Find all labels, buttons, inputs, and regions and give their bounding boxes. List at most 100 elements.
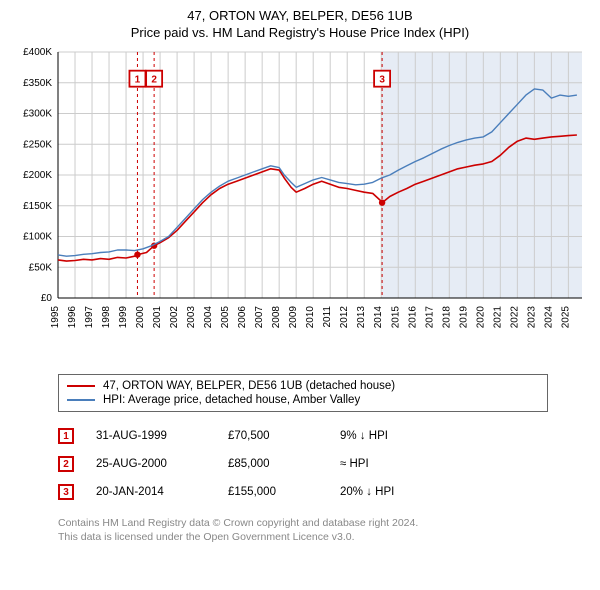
y-tick-label: £0 bbox=[41, 293, 53, 304]
x-tick-label: 2006 bbox=[237, 306, 248, 329]
y-tick-label: £350K bbox=[23, 78, 52, 89]
transaction-delta: 9% ↓ HPI bbox=[340, 430, 460, 442]
x-tick-label: 2010 bbox=[305, 306, 316, 329]
x-tick-label-group: 2004 bbox=[203, 306, 214, 329]
y-tick-label: £150K bbox=[23, 201, 52, 212]
x-tick-label-group: 1998 bbox=[101, 306, 112, 329]
x-tick-label-group: 2022 bbox=[509, 306, 520, 329]
x-tick-label-group: 2024 bbox=[543, 306, 554, 329]
footnote-line: This data is licensed under the Open Gov… bbox=[58, 530, 558, 544]
x-tick-label: 2019 bbox=[458, 306, 469, 329]
x-tick-label-group: 2002 bbox=[169, 306, 180, 329]
x-tick-label: 2014 bbox=[373, 306, 384, 329]
x-tick-label: 2005 bbox=[220, 306, 231, 329]
x-tick-label: 2025 bbox=[560, 306, 571, 329]
x-tick-label: 2012 bbox=[339, 306, 350, 329]
x-tick-label-group: 2013 bbox=[356, 306, 367, 329]
x-tick-label-group: 1995 bbox=[50, 306, 61, 329]
transaction-delta: 20% ↓ HPI bbox=[340, 486, 460, 498]
transaction-table: 1 31-AUG-1999 £70,500 9% ↓ HPI 2 25-AUG-2000 £… bbox=[58, 422, 590, 506]
legend-label: 47, ORTON WAY, BELPER, DE56 1UB (detache… bbox=[103, 380, 395, 392]
x-tick-label-group: 2016 bbox=[407, 306, 418, 329]
x-tick-label: 2011 bbox=[322, 306, 333, 328]
x-tick-label: 2022 bbox=[509, 306, 520, 329]
x-tick-label: 2000 bbox=[135, 306, 146, 329]
x-tick-label: 2015 bbox=[390, 306, 401, 329]
y-tick-label: £400K bbox=[23, 47, 52, 58]
transaction-row: 1 31-AUG-1999 £70,500 9% ↓ HPI bbox=[58, 422, 590, 450]
chart-title-subtitle: Price paid vs. HM Land Registry's House … bbox=[10, 25, 590, 40]
x-tick-label: 1995 bbox=[50, 306, 61, 329]
x-tick-label-group: 2014 bbox=[373, 306, 384, 329]
x-tick-label-group: 2003 bbox=[186, 306, 197, 329]
sale-marker-number: 1 bbox=[135, 75, 141, 86]
x-tick-label-group: 2012 bbox=[339, 306, 350, 329]
legend-row: 47, ORTON WAY, BELPER, DE56 1UB (detache… bbox=[67, 379, 539, 393]
x-tick-label-group: 2020 bbox=[475, 306, 486, 329]
x-tick-label-group: 2011 bbox=[322, 306, 333, 328]
footnote: Contains HM Land Registry data © Crown c… bbox=[58, 516, 558, 544]
x-tick-label: 1997 bbox=[84, 306, 95, 329]
x-tick-label-group: 1999 bbox=[118, 306, 129, 329]
x-tick-label: 2001 bbox=[152, 306, 163, 329]
x-tick-label: 1996 bbox=[67, 306, 78, 329]
x-tick-label-group: 2008 bbox=[271, 306, 282, 329]
x-tick-label: 2023 bbox=[526, 306, 537, 329]
x-tick-label: 2016 bbox=[407, 306, 418, 329]
transaction-marker: 1 bbox=[58, 428, 74, 444]
x-tick-label-group: 1996 bbox=[67, 306, 78, 329]
transaction-price: £70,500 bbox=[228, 430, 318, 442]
x-tick-label-group: 2023 bbox=[526, 306, 537, 329]
legend-swatch bbox=[67, 385, 95, 387]
transaction-marker: 3 bbox=[58, 484, 74, 500]
x-tick-label: 2002 bbox=[169, 306, 180, 329]
transaction-marker: 2 bbox=[58, 456, 74, 472]
x-tick-label-group: 2007 bbox=[254, 306, 265, 329]
x-tick-label: 2009 bbox=[288, 306, 299, 329]
x-tick-label-group: 2006 bbox=[237, 306, 248, 329]
x-tick-label: 2018 bbox=[441, 306, 452, 329]
y-tick-label: £200K bbox=[23, 170, 52, 181]
sale-marker-number: 3 bbox=[379, 75, 385, 86]
x-tick-label-group: 2009 bbox=[288, 306, 299, 329]
transaction-price: £155,000 bbox=[228, 486, 318, 498]
x-tick-label-group: 2021 bbox=[492, 306, 503, 329]
x-tick-label-group: 1997 bbox=[84, 306, 95, 329]
legend: 47, ORTON WAY, BELPER, DE56 1UB (detache… bbox=[58, 374, 548, 412]
x-tick-label: 2007 bbox=[254, 306, 265, 329]
transaction-date: 31-AUG-1999 bbox=[96, 430, 206, 442]
y-tick-label: £50K bbox=[29, 262, 53, 273]
x-tick-label: 2003 bbox=[186, 306, 197, 329]
x-tick-label-group: 2018 bbox=[441, 306, 452, 329]
x-tick-label: 1999 bbox=[118, 306, 129, 329]
x-tick-label: 2008 bbox=[271, 306, 282, 329]
x-tick-label-group: 2005 bbox=[220, 306, 231, 329]
transaction-row: 225-AUG-2000£85,000≈ HPI bbox=[58, 450, 590, 478]
y-tick-label: £250K bbox=[23, 139, 52, 150]
transaction-date: 20-JAN-2014 bbox=[96, 486, 206, 498]
chart-title-address: 47, ORTON WAY, BELPER, DE56 1UB bbox=[10, 8, 590, 23]
sale-marker-number: 2 bbox=[151, 75, 157, 86]
y-tick-label: £300K bbox=[23, 109, 52, 120]
chart-container: 47, ORTON WAY, BELPER, DE56 1UB Price pa… bbox=[0, 0, 600, 554]
transaction-row: 3 20-JAN-2014 £155,000 20% ↓ HPI bbox=[58, 478, 590, 506]
x-tick-label: 2017 bbox=[424, 306, 435, 329]
footnote-line: Contains HM Land Registry data © Crown c… bbox=[58, 516, 558, 530]
transaction-delta: ≈ HPI bbox=[340, 458, 460, 470]
legend-label: HPI: Average price, detached house, Ambe… bbox=[103, 394, 360, 406]
x-tick-label: 2024 bbox=[543, 306, 554, 329]
transaction-date: 25-AUG-2000 bbox=[96, 458, 206, 470]
x-tick-label: 2004 bbox=[203, 306, 214, 329]
legend-swatch bbox=[67, 399, 95, 401]
chart-plot: £0 £50K £100K £150K £200K £250K £300K £350K £400… bbox=[10, 46, 590, 366]
x-tick-label-group: 2000 bbox=[135, 306, 146, 329]
x-tick-label-group: 2025 bbox=[560, 306, 571, 329]
x-tick-label: 1998 bbox=[101, 306, 112, 329]
x-tick-label-group: 2010 bbox=[305, 306, 316, 329]
x-tick-label-group: 2015 bbox=[390, 306, 401, 329]
legend-row: HPI: Average price, detached house, Ambe… bbox=[67, 393, 539, 407]
x-tick-label-group: 2019 bbox=[458, 306, 469, 329]
x-tick-label-group: 2017 bbox=[424, 306, 435, 329]
y-tick-label: £100K bbox=[23, 232, 52, 243]
x-tick-label-group: 2001 bbox=[152, 306, 163, 329]
